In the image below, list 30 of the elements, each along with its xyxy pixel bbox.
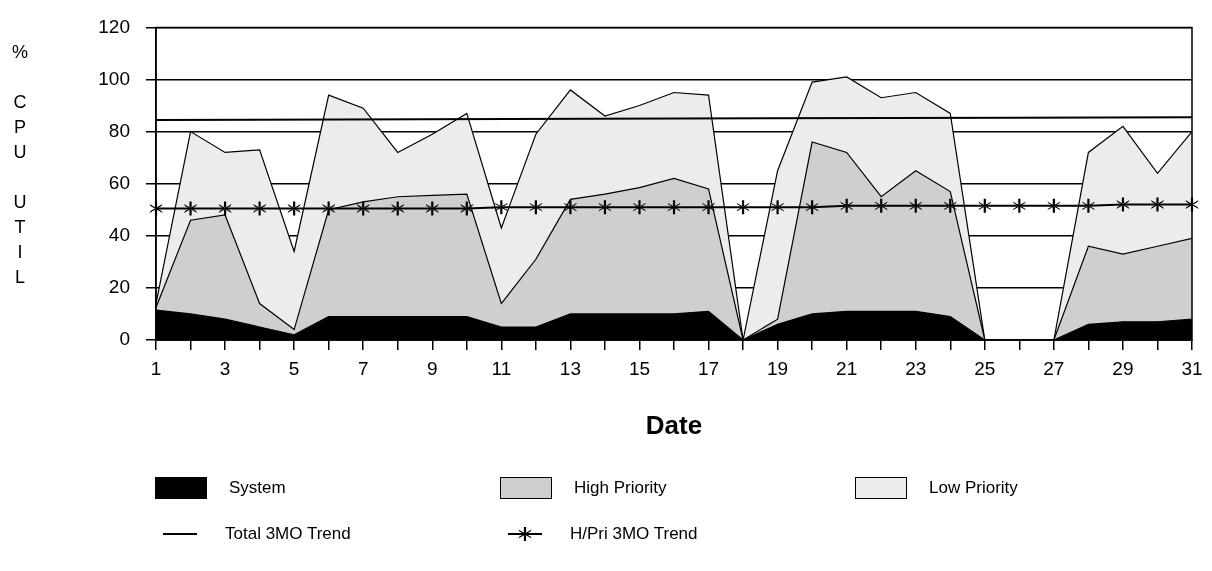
legend-label: Total 3MO Trend (225, 524, 351, 544)
legend-label: System (229, 478, 286, 498)
legend-label: Low Priority (929, 478, 1018, 498)
x-tick-label: 19 (767, 357, 789, 379)
x-tick-label: 29 (1112, 357, 1134, 379)
x-tick-label: 11 (491, 357, 512, 379)
x-tick-label: 1 (150, 357, 162, 379)
y-tick-label: 20 (108, 276, 130, 298)
y-tick-label: 120 (98, 15, 130, 37)
x-axis-title: Date (644, 410, 704, 441)
x-tick-label: 3 (219, 357, 231, 379)
x-tick-label: 25 (974, 357, 996, 379)
y-tick-label: 60 (108, 171, 130, 193)
y-tick-label: 100 (98, 67, 130, 89)
x-tick-label: 13 (559, 357, 581, 379)
y-tick-label: 80 (108, 119, 130, 141)
x-tick-label: 17 (697, 357, 720, 379)
x-tick-label: 23 (905, 357, 927, 379)
y-tick-label: 40 (108, 224, 130, 246)
legend-label: H/Pri 3MO Trend (570, 524, 698, 544)
x-tick-label: 27 (1043, 357, 1065, 379)
x-tick-label: 21 (836, 357, 858, 379)
text: % CPU UTIL (11, 42, 28, 287)
x-tick-label: 5 (288, 357, 300, 379)
x-tick-label: 15 (628, 357, 651, 379)
x-tick-label: 31 (1181, 357, 1203, 379)
x-tick-label: 7 (357, 357, 369, 379)
x-tick-label: 9 (426, 357, 438, 379)
y-tick-label: 0 (119, 328, 130, 350)
legend-label: High Priority (574, 478, 667, 498)
